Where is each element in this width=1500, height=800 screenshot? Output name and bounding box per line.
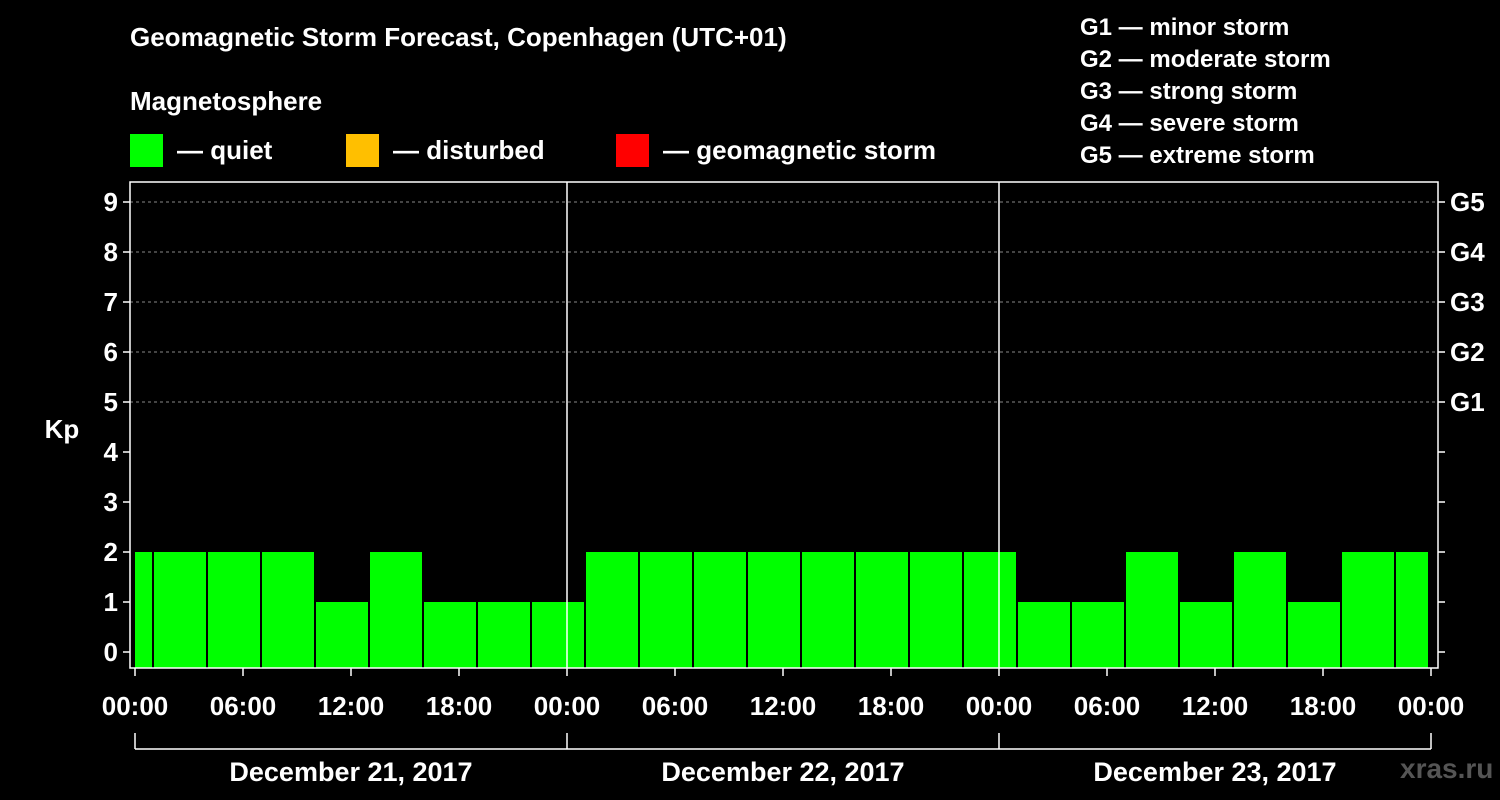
- y-tick-label-0: 0: [104, 637, 118, 667]
- x-tick-label-10: 12:00: [1182, 691, 1249, 721]
- chart-title: Geomagnetic Storm Forecast, Copenhagen (…: [130, 22, 787, 52]
- kp-bar-18: [1072, 602, 1124, 668]
- y-tick-label-5: 5: [104, 387, 118, 417]
- kp-bar-19: [1126, 552, 1178, 668]
- g-scale-label-g4: G4: [1450, 237, 1485, 267]
- kp-bar-3: [262, 552, 314, 668]
- kp-bar-23: [1342, 552, 1394, 668]
- magnetosphere-heading: Magnetosphere: [130, 86, 323, 116]
- x-tick-label-8: 00:00: [966, 691, 1033, 721]
- g-scale-label-g2: G2: [1450, 337, 1485, 367]
- kp-bar-12: [748, 552, 800, 668]
- kp-bar-10: [640, 552, 692, 668]
- legend-label-disturbed: — disturbed: [393, 134, 545, 165]
- y-tick-label-8: 8: [104, 237, 118, 267]
- kp-bar-16: [964, 552, 1016, 668]
- kp-bar-2: [208, 552, 260, 668]
- kp-bar-4: [316, 602, 368, 668]
- y-tick-label-9: 9: [104, 187, 118, 217]
- kp-bar-7: [478, 602, 530, 668]
- plot-frame: [129, 181, 1439, 669]
- kp-bar-8: [532, 602, 584, 668]
- x-tick-label-9: 06:00: [1074, 691, 1141, 721]
- g-legend-g5: G5 — extreme storm: [1080, 142, 1315, 169]
- g-legend-g1: G1 — minor storm: [1080, 14, 1290, 41]
- y-tick-label-7: 7: [104, 287, 118, 317]
- x-tick-label-3: 18:00: [426, 691, 493, 721]
- kp-bar-11: [694, 552, 746, 668]
- storm-swatch: [616, 133, 649, 167]
- g-scale-label-g5: G5: [1450, 187, 1485, 217]
- day-label-0: December 21, 2017: [229, 757, 472, 787]
- y-axis-label: Kp: [45, 414, 80, 444]
- kp-bar-20: [1180, 602, 1232, 668]
- x-tick-label-6: 12:00: [750, 691, 817, 721]
- kp-bar-0: [135, 552, 152, 668]
- y-tick-label-1: 1: [104, 587, 118, 617]
- watermark: xras.ru: [1400, 753, 1494, 784]
- kp-bar-6: [424, 602, 476, 668]
- quiet-swatch: [130, 133, 163, 167]
- day-label-2: December 23, 2017: [1093, 757, 1336, 787]
- kp-bar-15: [910, 552, 962, 668]
- day-label-1: December 22, 2017: [661, 757, 904, 787]
- g-scale-label-g1: G1: [1450, 387, 1485, 417]
- legend-item-quiet: — quiet: [130, 133, 272, 167]
- disturbed-swatch: [346, 133, 379, 167]
- x-tick-label-7: 18:00: [858, 691, 925, 721]
- kp-bar-24: [1396, 552, 1428, 668]
- g-legend-g2: G2 — moderate storm: [1080, 46, 1331, 73]
- g-scale-label-g3: G3: [1450, 287, 1485, 317]
- kp-bar-17: [1018, 602, 1070, 668]
- kp-bar-21: [1234, 552, 1286, 668]
- x-tick-label-5: 06:00: [642, 691, 709, 721]
- x-tick-label-12: 00:00: [1398, 691, 1465, 721]
- y-tick-label-4: 4: [104, 437, 119, 467]
- kp-bar-14: [856, 552, 908, 668]
- kp-bar-5: [370, 552, 422, 668]
- legend-label-quiet: — quiet: [177, 134, 273, 165]
- x-tick-label-11: 18:00: [1290, 691, 1357, 721]
- x-tick-label-4: 00:00: [534, 691, 601, 721]
- y-tick-label-2: 2: [104, 537, 118, 567]
- kp-bar-22: [1288, 602, 1340, 668]
- g-legend-g4: G4 — severe storm: [1080, 110, 1299, 137]
- legend-item-storm: — geomagnetic storm: [616, 133, 936, 167]
- y-tick-label-3: 3: [104, 487, 118, 517]
- x-tick-label-0: 00:00: [102, 691, 169, 721]
- x-tick-label-1: 06:00: [210, 691, 277, 721]
- x-tick-label-2: 12:00: [318, 691, 385, 721]
- legend-item-disturbed: — disturbed: [346, 133, 545, 167]
- legend-label-storm: — geomagnetic storm: [663, 134, 937, 165]
- kp-bar-1: [154, 552, 206, 668]
- kp-bar-13: [802, 552, 854, 668]
- y-tick-label-6: 6: [104, 337, 118, 367]
- kp-bar-9: [586, 552, 638, 668]
- g-legend-g3: G3 — strong storm: [1080, 78, 1298, 105]
